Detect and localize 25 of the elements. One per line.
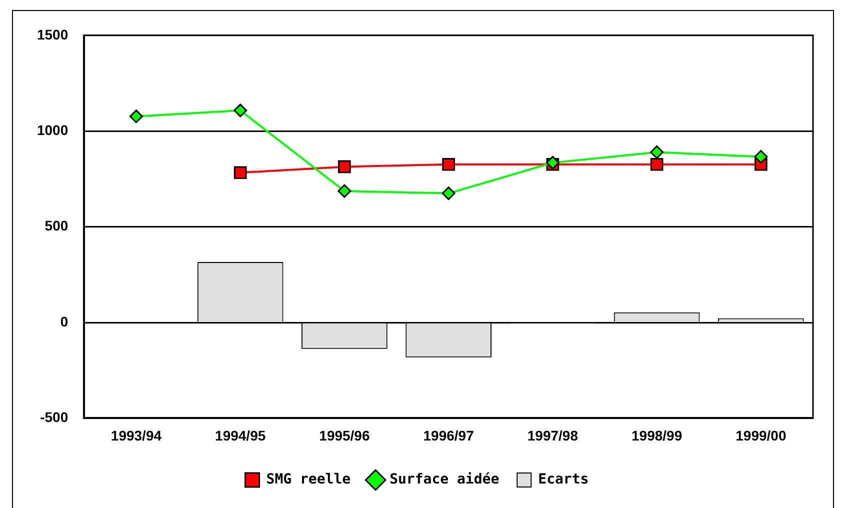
x-tick-label: 1999/00 [736,427,786,444]
point [234,166,247,180]
legend-label: Ecarts [538,472,589,488]
point [442,186,456,200]
y-tick-label: -500 [40,409,68,426]
x-tick-label: 1998/99 [632,427,682,444]
x-tick-label: 1996/97 [423,427,474,444]
point [338,160,351,174]
point [234,104,248,118]
point [650,145,664,159]
y-tick-label: 500 [44,218,68,234]
point [129,110,143,124]
point [442,158,455,171]
y-tick-label: 1000 [36,122,68,138]
legend-label: SMG reelle [266,472,351,488]
x-tick-label: 1997/98 [527,427,578,444]
x-tick-label: 1994/95 [215,427,266,444]
point [338,184,352,198]
point [650,158,664,171]
point [754,150,768,164]
y-tick-label: 0 [60,313,68,330]
y-tick-label: 1500 [36,26,68,42]
x-tick-label: 1993/94 [110,427,162,444]
x-tick-label: 1995/96 [319,427,370,444]
legend-label: Surface aidée [390,472,500,488]
